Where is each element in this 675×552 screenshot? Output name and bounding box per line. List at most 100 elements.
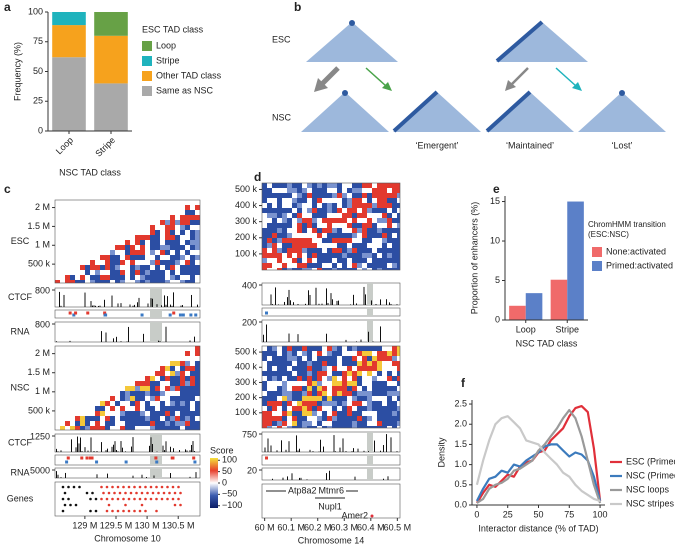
heatmap-cell — [352, 193, 357, 198]
track-peak — [101, 331, 102, 342]
heatmap-cell — [397, 243, 400, 248]
gene-model — [89, 509, 92, 513]
heatmap-cell — [317, 248, 322, 253]
heatmap-cell — [387, 258, 392, 263]
heatmap-cell — [292, 248, 297, 253]
legend-label: None:activated — [606, 246, 666, 256]
heatmap-cell — [357, 228, 362, 233]
heatmap-cell — [357, 401, 362, 406]
heatmap-cell — [302, 376, 307, 381]
heatmap-cell — [180, 366, 185, 371]
heatmap-cell — [282, 238, 287, 243]
heatmap-cell — [292, 396, 297, 401]
heatmap-cell — [130, 386, 135, 391]
track-peak — [263, 334, 264, 342]
heatmap-cell — [195, 386, 200, 391]
heatmap-cell — [150, 381, 155, 386]
heatmap-cell — [282, 361, 287, 366]
heatmap-cell — [180, 215, 185, 220]
heatmap-cell — [170, 371, 175, 376]
y-tick-label: 5 — [495, 275, 500, 285]
gene-model — [168, 491, 171, 495]
track-peak — [264, 447, 266, 452]
track-peak — [131, 446, 132, 452]
y-tick-label: 2.5 — [454, 398, 467, 408]
highlight — [367, 308, 373, 316]
heatmap-cell — [165, 250, 170, 255]
heatmap-cell — [185, 205, 190, 210]
heatmap-cell — [267, 416, 272, 421]
heatmap-cell — [392, 401, 397, 406]
heatmap-cell — [190, 396, 195, 401]
heatmap-cell — [277, 203, 282, 208]
heatmap-cell — [327, 223, 332, 228]
heatmap-cell — [312, 426, 317, 428]
gene-model — [107, 503, 111, 507]
track-peak — [354, 476, 356, 480]
track-peak — [132, 475, 134, 478]
heatmap-cell — [155, 255, 160, 260]
heatmap-cell — [170, 411, 175, 416]
motif-dot — [85, 456, 89, 460]
heatmap-cell — [195, 220, 200, 225]
motif-dot — [68, 311, 72, 315]
track-frame — [54, 433, 201, 453]
heatmap-cell — [175, 376, 180, 381]
heatmap-cell — [150, 411, 155, 416]
heatmap-cell — [352, 248, 357, 253]
y-tick-label: 300 k — [235, 377, 258, 387]
heatmap-cell — [392, 218, 397, 223]
heatmap-cell — [120, 275, 125, 280]
gene-model — [61, 485, 65, 489]
track-peak — [98, 305, 99, 307]
heatmap-cell — [125, 391, 130, 396]
y-tick-label: 0 — [495, 314, 500, 324]
heatmap-cell — [125, 245, 130, 250]
track-peak — [345, 339, 347, 342]
heatmap-cell — [377, 218, 382, 223]
heatmap-cell — [135, 265, 140, 270]
heatmap-cell — [387, 371, 392, 376]
heatmap-cell — [150, 260, 155, 265]
heatmap-cell — [352, 223, 357, 228]
heatmap-cell — [272, 376, 277, 381]
track-max-label: 800 — [35, 319, 50, 329]
heatmap-cell — [135, 255, 140, 260]
heatmap-cell — [347, 361, 352, 366]
heatmap-cell — [367, 253, 372, 258]
heatmap-cell — [327, 218, 332, 223]
track-peak — [165, 326, 167, 342]
heatmap-cell — [337, 411, 342, 416]
heatmap-cell — [170, 220, 175, 225]
gene-model — [124, 491, 127, 495]
heatmap-cell — [277, 356, 282, 361]
heatmap-cell — [287, 208, 292, 213]
heatmap — [55, 205, 200, 283]
heatmap-cell — [377, 203, 382, 208]
heatmap-cell — [85, 426, 90, 430]
heatmap-cell — [75, 426, 80, 430]
heatmap-cell — [352, 208, 357, 213]
heatmap-cell — [307, 376, 312, 381]
heatmap-cell — [110, 406, 115, 411]
heatmap-cell — [170, 416, 175, 421]
track-peak — [291, 473, 293, 480]
heatmap-cell — [180, 371, 185, 376]
track-peak — [318, 303, 320, 305]
heatmap-cell — [312, 376, 317, 381]
heatmap-cell — [317, 263, 322, 268]
heatmap-cell — [297, 208, 302, 213]
heatmap-cell — [302, 223, 307, 228]
heatmap-cell — [130, 275, 135, 280]
heatmap-cell — [125, 386, 130, 391]
colorbar-title: Score — [210, 445, 234, 455]
heatmap-cell — [352, 356, 357, 361]
heatmap-cell — [302, 411, 307, 416]
heatmap-cell — [367, 366, 372, 371]
gene-label: Amer2 — [341, 510, 368, 520]
heatmap-cell — [332, 416, 337, 421]
heatmap-cell — [342, 253, 347, 258]
heatmap-cell — [180, 220, 185, 225]
x-axis-title: Chromosome 14 — [298, 535, 365, 545]
heatmap-cell — [337, 233, 342, 238]
